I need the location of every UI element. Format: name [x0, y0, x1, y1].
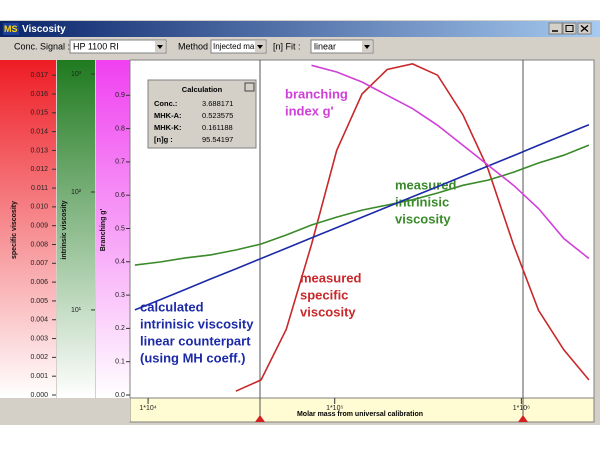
maximize-button[interactable]: [562, 22, 577, 35]
calc-value: 0.161188: [202, 123, 233, 132]
y-tick-label: 0.5: [115, 225, 125, 232]
y-tick-label: 10³: [71, 71, 82, 78]
signal-value: HP 1100 RI: [73, 41, 119, 51]
branching-axis-panel: [96, 60, 130, 398]
calc-key: MHK-A:: [154, 111, 182, 120]
y-tick-label: 10²: [71, 189, 82, 196]
calculation-box: Calculation Conc.: 3.688171 MHK-A: 0.523575…: [147, 79, 257, 149]
series-label: intrinisic: [395, 194, 449, 209]
y-tick-label: 0.015: [30, 110, 48, 117]
corner: [0, 398, 130, 422]
y-tick-label: 0.012: [30, 166, 48, 173]
y-tick-label: 0.6: [115, 192, 125, 199]
close-button[interactable]: [577, 22, 592, 35]
y-tick-label: 0.001: [30, 373, 48, 380]
x-axis-band: [129, 397, 595, 423]
y-tick-label: 0.2: [115, 325, 125, 332]
method-label: Method :: [178, 41, 213, 51]
y-tick-label: 0.3: [115, 292, 125, 299]
y-tick-label: 0.0: [115, 392, 125, 399]
window-title: Viscosity: [22, 24, 66, 35]
y-tick-label: 0.000: [30, 392, 48, 399]
y-tick-label: 0.009: [30, 223, 48, 230]
y-tick-label: 0.1: [115, 359, 125, 366]
y-tick-label: 0.017: [30, 72, 48, 79]
series-line: [134, 144, 590, 266]
calc-value: 3.688171: [202, 99, 233, 108]
left-cursor-handle[interactable]: [255, 415, 265, 422]
y-tick-label: 0.014: [30, 128, 48, 135]
y-tick-label: 0.004: [30, 317, 48, 324]
calculation-title: Calculation: [182, 85, 223, 94]
signal-dropdown[interactable]: HP 1100 RI: [69, 39, 167, 54]
specific-axis-panel: [0, 60, 56, 398]
y-tick-label: 0.006: [30, 279, 48, 286]
intrinsic-axis-panel: [57, 60, 95, 398]
method-dropdown[interactable]: Injected ma: [210, 39, 267, 54]
logo: MS: [4, 24, 18, 34]
method-value: Injected ma: [213, 42, 255, 51]
y-tick-label: 0.013: [30, 147, 48, 154]
series-line: [235, 63, 590, 392]
title-bar: [0, 21, 600, 37]
y-tick-label: 0.9: [115, 92, 125, 99]
y-tick-label: 0.008: [30, 241, 48, 248]
x-tick-label: 1*10⁴: [139, 405, 156, 412]
series-label: intrinisic viscosity: [140, 316, 254, 331]
calc-value: 0.523575: [202, 111, 233, 120]
series-label: viscosity: [395, 211, 451, 226]
series-label: specific: [300, 287, 348, 302]
calc-key: MHK-K:: [154, 123, 182, 132]
series-label: linear counterpart: [140, 333, 251, 348]
chart-layer: specific viscosity 0.000 0.001 0.002 0.003 0.…: [11, 63, 590, 418]
y-axis-title: Branching g': [100, 208, 107, 251]
y-tick-label: 0.010: [30, 204, 48, 211]
calc-key: [n]g :: [154, 135, 173, 144]
fit-dropdown[interactable]: linear: [310, 39, 374, 54]
series-label: branching: [285, 86, 348, 101]
minimize-button[interactable]: [548, 22, 563, 35]
series-label: viscosity: [300, 304, 356, 319]
series-label: measured: [395, 177, 456, 192]
x-axis-title: Molar mass from universal calibration: [297, 411, 423, 418]
y-tick-label: 0.007: [30, 260, 48, 267]
right-cursor-handle[interactable]: [518, 415, 528, 422]
series-line: [311, 64, 590, 260]
signal-label: Conc. Signal :: [14, 41, 70, 51]
y-tick-label: 0.005: [30, 298, 48, 305]
y-tick-label: 0.8: [115, 125, 125, 132]
series-label: index g': [285, 103, 334, 118]
y-tick-label: 0.016: [30, 91, 48, 98]
calc-value: 95.54197: [202, 135, 233, 144]
logo-box: [3, 23, 19, 35]
fit-value: linear: [314, 41, 336, 51]
y-tick-label: 0.011: [31, 185, 48, 192]
series-label: calculated: [140, 299, 204, 314]
fit-label: [n] Fit :: [273, 41, 301, 51]
series-label: measured: [300, 270, 361, 285]
y-tick-label: 0.4: [115, 259, 125, 266]
y-tick-label: 0.7: [115, 159, 125, 166]
y-tick-label: 10¹: [71, 307, 82, 314]
y-tick-label: 0.003: [30, 335, 48, 342]
calc-key: Conc.:: [154, 99, 177, 108]
series-line: [134, 123, 590, 311]
x-tick-label: 1*10⁶: [513, 405, 530, 412]
y-axis-title: specific viscosity: [11, 201, 18, 259]
x-tick-label: 1*10⁵: [326, 405, 343, 412]
y-axis-title: intrinsic viscosity: [61, 200, 68, 259]
series-label: (using MH coeff.): [140, 350, 245, 365]
y-tick-label: 0.002: [30, 354, 48, 361]
calculation-close[interactable]: [244, 82, 255, 92]
